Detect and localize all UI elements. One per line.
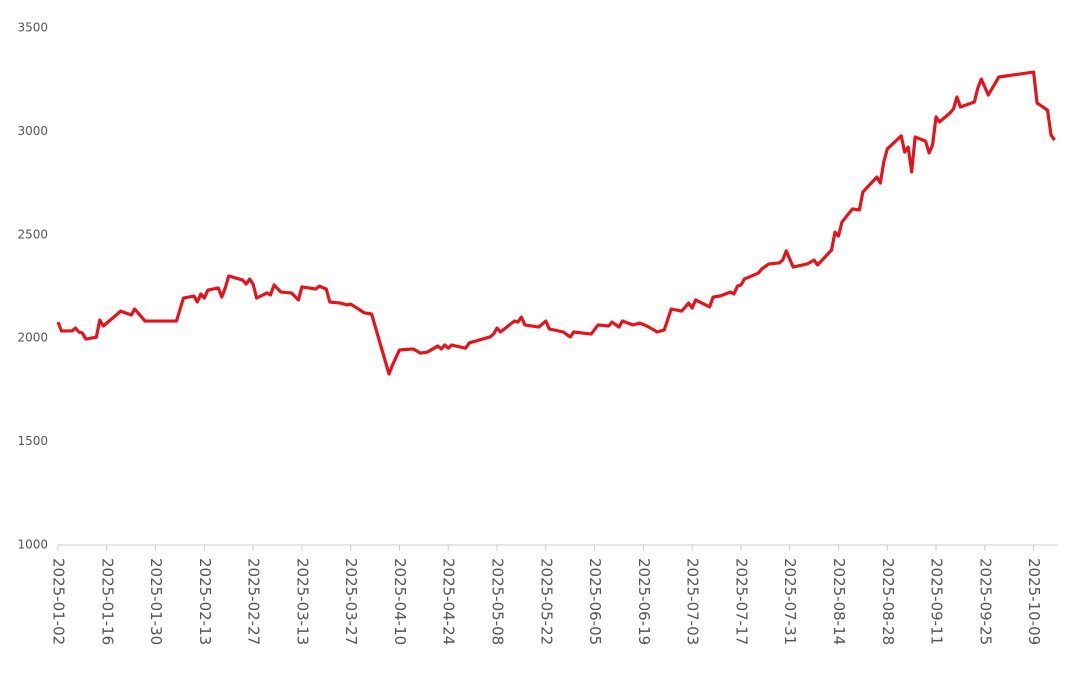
x-tick-label: 2025-07-17 xyxy=(732,558,750,645)
y-tick-label: 1500 xyxy=(17,434,48,448)
x-tick-label: 2025-06-05 xyxy=(586,558,604,645)
line xyxy=(56,70,1056,376)
x-tick-label: 2025-02-27 xyxy=(245,558,263,645)
x-tick-label: 2025-08-14 xyxy=(830,558,848,645)
x-tick-label: 2025-01-02 xyxy=(50,558,68,645)
x-tick-label: 2025-09-25 xyxy=(976,558,994,645)
x-tick-label: 2025-08-28 xyxy=(879,558,897,645)
x-tick-label: 2025-07-31 xyxy=(781,558,799,645)
x-tick-label: 2025-01-16 xyxy=(98,558,116,645)
y-tick-label: 3000 xyxy=(17,124,48,138)
y-tick-label: 3500 xyxy=(17,21,48,35)
x-tick-label: 2025-07-03 xyxy=(684,558,702,645)
x-tick-label: 2025-02-13 xyxy=(196,558,214,645)
x-tick-label: 2025-06-19 xyxy=(635,558,653,645)
x-tick-label: 2025-04-10 xyxy=(391,558,409,645)
x-tick-label: 2025-04-24 xyxy=(440,558,458,645)
x-tick-label: 2025-05-22 xyxy=(537,558,555,645)
y-tick-label: 1000 xyxy=(17,538,48,552)
x-tick-label: 2025-09-11 xyxy=(928,558,946,645)
x-tick-label: 2025-05-08 xyxy=(489,558,507,645)
y-tick-label: 2500 xyxy=(17,227,48,241)
x-tick-label: 2025-10-09 xyxy=(1025,558,1043,645)
x-tick-label: 2025-01-30 xyxy=(147,558,165,645)
x-tick-label: 2025-03-13 xyxy=(293,558,311,645)
y-tick-label: 2000 xyxy=(17,331,48,345)
x-tick-label: 2025-03-27 xyxy=(342,558,360,645)
